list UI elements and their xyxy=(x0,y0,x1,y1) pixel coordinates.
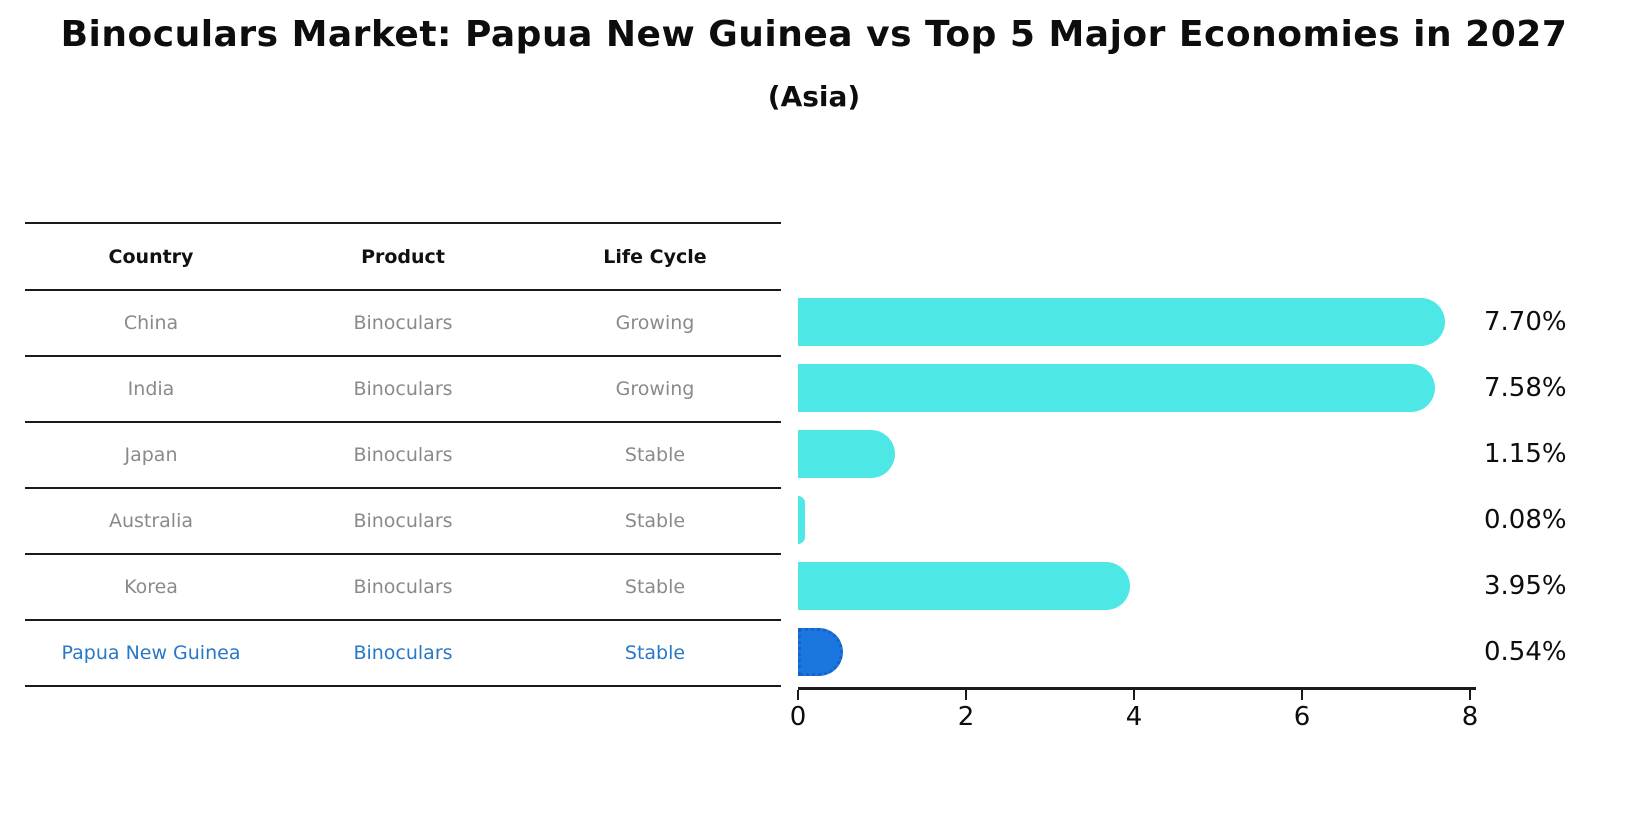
bar-row-australia xyxy=(798,487,1470,553)
x-axis-tick xyxy=(965,690,967,700)
value-label-india: 7.58% xyxy=(1484,373,1567,403)
value-label-japan: 1.15% xyxy=(1484,439,1567,469)
table-row-papua-new-guinea: Papua New Guinea Binoculars Stable xyxy=(25,621,781,687)
x-axis-tick xyxy=(797,690,799,700)
x-tick-label-8: 8 xyxy=(1461,702,1479,732)
product-cell: Binoculars xyxy=(353,444,453,466)
life-cycle-cell: Growing xyxy=(615,378,695,400)
value-label-korea: 3.95% xyxy=(1484,571,1567,601)
x-axis-tick xyxy=(1469,690,1471,700)
header-product: Product xyxy=(361,245,445,268)
product-cell: Binoculars xyxy=(353,378,453,400)
country-cell: Japan xyxy=(124,444,178,466)
life-cycle-cell: Stable xyxy=(624,444,686,466)
product-cell: Binoculars xyxy=(353,312,453,334)
country-cell: Australia xyxy=(108,510,194,532)
country-cell: China xyxy=(123,312,179,334)
table-row-japan: Japan Binoculars Stable xyxy=(25,423,781,489)
bar-papua-new-guinea xyxy=(798,628,844,676)
bar-row-india xyxy=(798,355,1470,421)
page-subtitle: (Asia) xyxy=(767,80,861,113)
x-tick-label-4: 4 xyxy=(1125,702,1143,732)
table-header-row: Country Product Life Cycle xyxy=(25,222,781,291)
product-cell: Binoculars xyxy=(353,576,453,598)
country-cell: India xyxy=(127,378,175,400)
x-tick-label-0: 0 xyxy=(789,702,807,732)
life-cycle-cell: Stable xyxy=(624,642,686,664)
value-label-china: 7.70% xyxy=(1484,307,1567,337)
header-country: Country xyxy=(108,245,194,268)
bar-india xyxy=(798,364,1435,412)
x-axis-tick xyxy=(1133,690,1135,700)
bar-japan xyxy=(798,430,895,478)
x-axis-tick xyxy=(1301,690,1303,700)
value-label-column: 7.70% 7.58% 1.15% 0.08% 3.95% 0.54% xyxy=(1484,289,1624,685)
life-cycle-cell: Growing xyxy=(615,312,695,334)
table-row-australia: Australia Binoculars Stable xyxy=(25,489,781,555)
bar-china xyxy=(798,298,1445,346)
product-cell: Binoculars xyxy=(353,642,453,664)
x-tick-label-6: 6 xyxy=(1293,702,1311,732)
x-axis-line xyxy=(798,687,1476,690)
bar-australia xyxy=(798,496,805,544)
page-title: Binoculars Market: Papua New Guinea vs T… xyxy=(60,14,1568,55)
table-row-china: China Binoculars Growing xyxy=(25,291,781,357)
table-row-korea: Korea Binoculars Stable xyxy=(25,555,781,621)
bar-row-japan xyxy=(798,421,1470,487)
product-cell: Binoculars xyxy=(353,510,453,532)
bar-chart xyxy=(798,289,1470,685)
value-label-papua-new-guinea: 0.54% xyxy=(1484,637,1567,667)
life-cycle-cell: Stable xyxy=(624,510,686,532)
life-cycle-cell: Stable xyxy=(624,576,686,598)
country-cell: Korea xyxy=(124,576,178,598)
country-cell: Papua New Guinea xyxy=(61,642,241,664)
bar-korea xyxy=(798,562,1130,610)
bar-row-papua-new-guinea xyxy=(798,619,1470,685)
bar-row-china xyxy=(798,289,1470,355)
header-life-cycle: Life Cycle xyxy=(603,245,707,268)
country-table: Country Product Life Cycle China Binocul… xyxy=(25,222,781,687)
bar-row-korea xyxy=(798,553,1470,619)
x-tick-label-2: 2 xyxy=(957,702,975,732)
value-label-australia: 0.08% xyxy=(1484,505,1567,535)
table-row-india: India Binoculars Growing xyxy=(25,357,781,423)
